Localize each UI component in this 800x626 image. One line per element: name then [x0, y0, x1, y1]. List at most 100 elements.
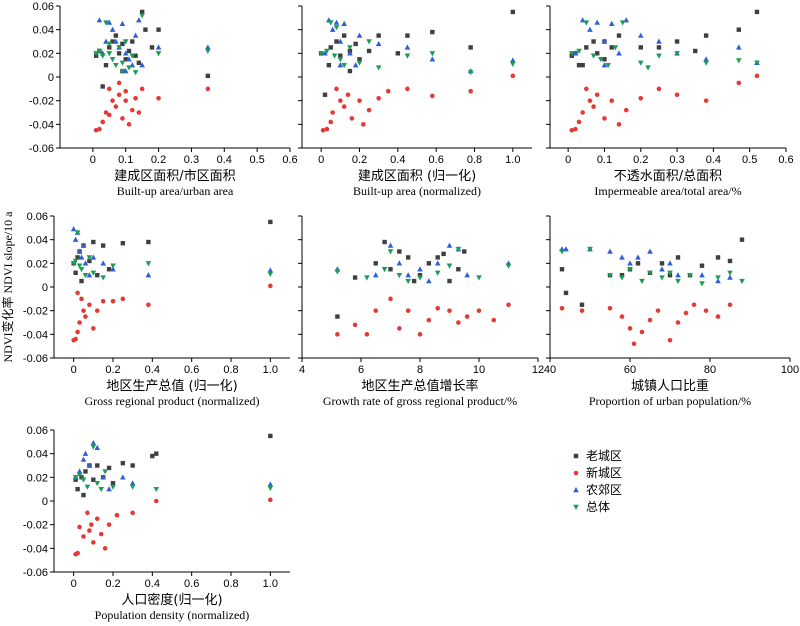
data-point-suburb [619, 254, 625, 260]
data-point-old [699, 263, 705, 268]
data-point-suburb [703, 56, 709, 62]
data-point-total [98, 486, 104, 493]
x-tick-label: 0.3 [669, 154, 684, 166]
data-point-total [96, 48, 103, 54]
data-point-old [352, 275, 358, 280]
data-point-total [405, 278, 411, 285]
data-point-suburb [129, 480, 136, 486]
data-point-new [584, 86, 589, 92]
data-point-old [103, 62, 109, 68]
data-point-new [87, 302, 92, 308]
data-point-new [268, 283, 273, 289]
data-point-total [84, 484, 91, 490]
data-point-suburb [563, 246, 569, 252]
data-point-old [366, 48, 372, 54]
data-point-old [510, 9, 516, 15]
data-point-new [320, 127, 326, 133]
legend-marker-triangle-down [573, 504, 579, 510]
data-point-suburb [72, 236, 79, 242]
x-tick-label: 100 [781, 364, 799, 376]
x-tick-label: 0 [565, 154, 571, 166]
data-point-suburb [675, 272, 681, 278]
data-point-old [656, 45, 662, 50]
data-point-total [736, 58, 742, 64]
data-point-total [90, 444, 97, 450]
data-point-suburb [90, 254, 97, 260]
data-point-new [602, 116, 607, 121]
data-point-new [123, 88, 129, 94]
y-tick-label: 0.04 [27, 235, 48, 247]
x-tick-label: 12 [532, 364, 544, 376]
data-point-new [79, 296, 84, 302]
data-point-old [136, 60, 142, 65]
data-point-suburb [601, 62, 608, 68]
data-point-new [655, 308, 661, 313]
data-point-new [335, 332, 340, 337]
data-point-suburb [375, 40, 382, 47]
data-point-new [81, 308, 86, 313]
data-point-total [99, 53, 106, 59]
data-point-total [587, 246, 593, 253]
data-point-new [85, 510, 90, 516]
scatter-panel-2: 0 0.2 0.4 0.6 0.8 1.0 建成区面积 (归一化)Built-up area… [298, 5, 532, 198]
data-point-old [411, 278, 417, 284]
data-point-suburb [100, 474, 106, 480]
data-point-new [103, 110, 109, 115]
data-point-old [579, 302, 585, 307]
data-point-old [616, 33, 622, 38]
data-point-new [328, 119, 334, 125]
data-point-new [736, 80, 742, 86]
legend-marker-circle [573, 470, 579, 476]
data-point-total [129, 53, 136, 59]
data-point-old [79, 475, 84, 480]
legend-label: 新城区 [586, 465, 622, 480]
data-point-suburb [715, 278, 721, 284]
data-point-old [619, 272, 625, 278]
x-tick-label: 0.2 [633, 154, 648, 166]
x-axis-title-zh: 城镇人口比重 [631, 378, 709, 394]
data-point-total [645, 65, 651, 71]
legend-label: 老城区 [586, 449, 622, 463]
data-point-new [129, 107, 135, 113]
data-point-total [106, 41, 113, 47]
data-point-old [736, 27, 741, 32]
data-point-total [590, 53, 597, 59]
x-axis-title-zh: 不透水面积/总面积 [614, 169, 722, 184]
data-point-old [715, 255, 721, 260]
data-point-suburb [337, 62, 344, 68]
x-tick-label: 0.2 [105, 578, 120, 590]
data-point-new [156, 96, 161, 101]
data-point-old [675, 255, 681, 260]
data-point-suburb [80, 456, 87, 462]
data-point-old [110, 39, 115, 44]
y-axis-label: NDVI变化率 NDVI slope/10 a [0, 211, 15, 363]
data-point-suburb [464, 272, 470, 278]
x-tick-label: 8 [417, 364, 423, 376]
y-tick-label: 0.06 [27, 425, 48, 437]
data-point-new [647, 317, 653, 323]
data-point-total [667, 270, 673, 276]
legend-marker-triangle-up [573, 487, 579, 493]
data-point-new [631, 341, 637, 347]
y-tick-label: 0.04 [33, 25, 54, 37]
data-point-total [76, 263, 83, 269]
data-point-suburb [627, 260, 633, 266]
x-tick-label: 80 [704, 364, 716, 376]
data-point-total [205, 48, 211, 54]
x-tick-label: 1.0 [505, 154, 520, 166]
data-point-new [87, 528, 92, 533]
data-point-total [72, 475, 79, 481]
data-point-new [435, 306, 441, 311]
data-point-suburb [341, 20, 347, 26]
x-tick-label: 0.6 [184, 364, 199, 376]
data-point-old [739, 237, 745, 242]
data-point-new [349, 116, 355, 121]
x-tick-label: 0.2 [352, 154, 367, 166]
data-point-suburb [387, 242, 394, 248]
data-point-new [456, 320, 461, 325]
x-axis-title-en: Growth rate of gross regional product/% [323, 394, 517, 408]
data-point-old [435, 255, 440, 260]
data-point-total [100, 275, 106, 281]
data-point-total [417, 275, 423, 281]
